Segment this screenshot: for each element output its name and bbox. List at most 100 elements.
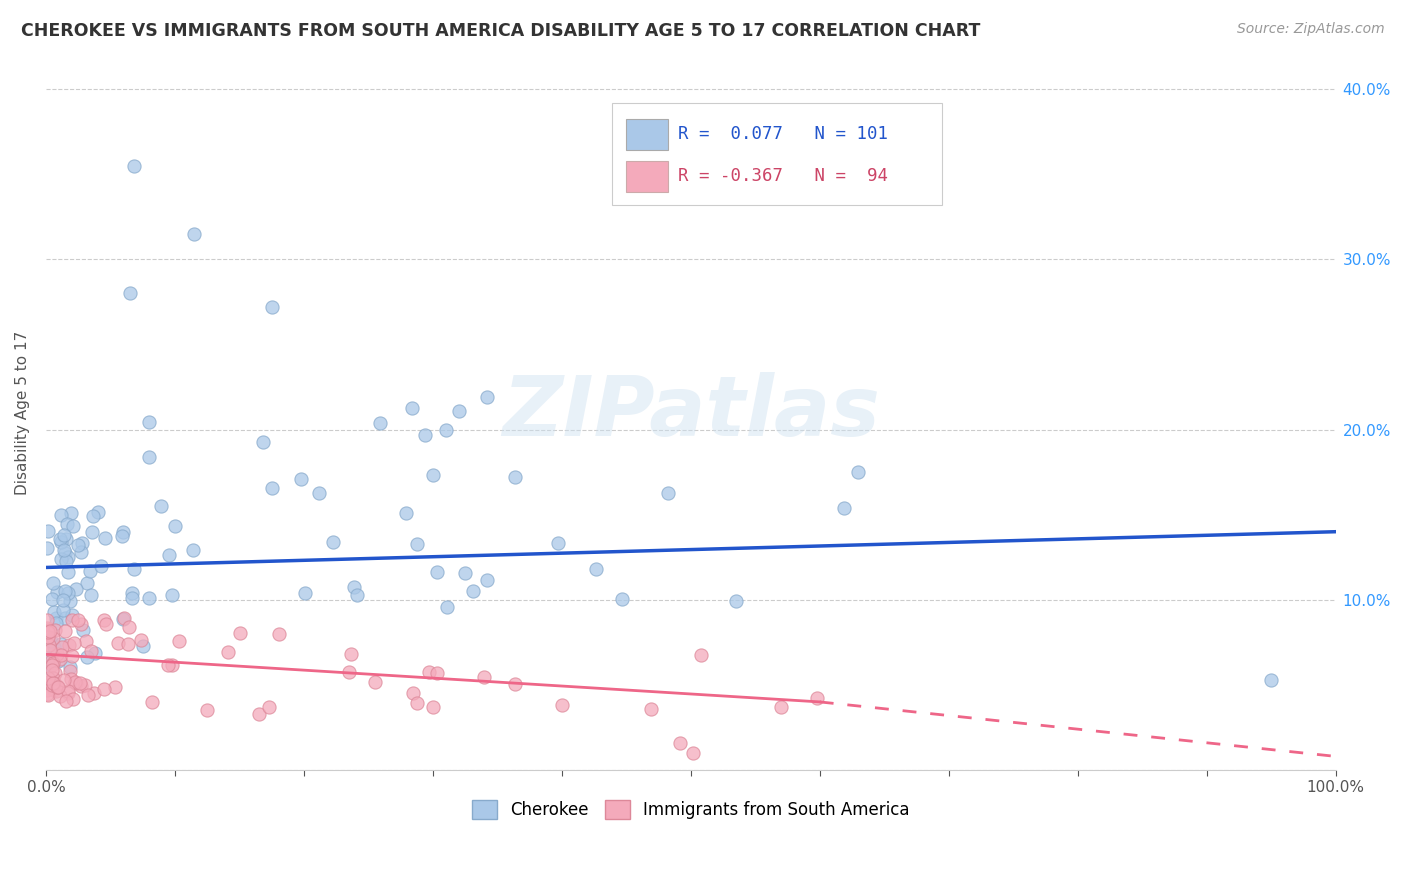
Point	[364, 675, 387, 690]
Point	[46, 681, 69, 695]
Point	[53, 546, 76, 560]
Point	[395, 506, 418, 520]
Point	[111, 529, 134, 543]
Point	[70, 535, 93, 549]
Point	[65, 582, 87, 597]
Point	[37, 630, 59, 644]
Point	[503, 677, 526, 691]
Point	[640, 702, 662, 716]
Point	[401, 401, 423, 415]
Point	[52, 603, 75, 617]
Point	[368, 416, 391, 430]
Point	[56, 586, 79, 600]
Text: CHEROKEE VS IMMIGRANTS FROM SOUTH AMERICA DISABILITY AGE 5 TO 17 CORRELATION CHA: CHEROKEE VS IMMIGRANTS FROM SOUTH AMERIC…	[21, 22, 980, 40]
Point	[53, 611, 76, 625]
Point	[69, 617, 91, 632]
Point	[112, 611, 135, 625]
Point	[59, 594, 82, 608]
Point	[53, 673, 76, 688]
Point	[770, 699, 793, 714]
Point	[406, 696, 429, 710]
Point	[55, 694, 77, 708]
Point	[45, 616, 67, 631]
Point	[55, 554, 77, 568]
Point	[181, 543, 204, 558]
Point	[422, 468, 444, 483]
Point	[59, 507, 82, 521]
Text: ZIPatlas: ZIPatlas	[502, 372, 880, 453]
Point	[290, 472, 312, 486]
Point	[118, 286, 141, 301]
Point	[42, 640, 65, 654]
Point	[157, 657, 180, 672]
Point	[49, 652, 72, 666]
Point	[138, 591, 160, 605]
Point	[46, 654, 69, 668]
Point	[45, 678, 67, 692]
Point	[62, 648, 84, 663]
Point	[58, 550, 80, 565]
Point	[45, 584, 67, 599]
Point	[150, 499, 173, 513]
Point	[585, 562, 607, 576]
Point	[76, 576, 98, 591]
Point	[294, 585, 316, 599]
Point	[45, 647, 67, 661]
Point	[49, 637, 72, 651]
Point	[163, 519, 186, 533]
Point	[551, 698, 574, 712]
Point	[76, 649, 98, 664]
Point	[49, 689, 72, 703]
Point	[167, 634, 190, 648]
Point	[38, 638, 60, 652]
Point	[37, 652, 59, 666]
Point	[52, 543, 75, 558]
Point	[37, 541, 59, 555]
Point	[257, 700, 280, 714]
Point	[45, 611, 67, 625]
Point	[848, 465, 870, 479]
Point	[80, 644, 103, 658]
Point	[69, 545, 91, 559]
Point	[69, 675, 91, 690]
Point	[343, 580, 366, 594]
Point	[503, 470, 526, 484]
Point	[38, 643, 60, 657]
Point	[477, 573, 499, 587]
Point	[56, 686, 79, 700]
Point	[55, 532, 77, 546]
Point	[49, 535, 72, 549]
Point	[46, 680, 69, 694]
Point	[401, 685, 423, 699]
Point	[260, 300, 283, 314]
Point	[42, 676, 65, 690]
Point	[63, 675, 86, 690]
Point	[434, 423, 457, 437]
Point	[42, 576, 65, 591]
Point	[58, 565, 80, 579]
Point	[82, 509, 104, 524]
Y-axis label: Disability Age 5 to 17: Disability Age 5 to 17	[15, 330, 30, 495]
Point	[247, 706, 270, 721]
Point	[67, 538, 90, 552]
Point	[37, 625, 59, 640]
Point	[62, 519, 84, 533]
Point	[195, 703, 218, 717]
Point	[117, 637, 139, 651]
Point	[1260, 673, 1282, 687]
Point	[689, 648, 711, 663]
Point	[87, 505, 110, 519]
Point	[426, 566, 449, 580]
Point	[51, 508, 73, 522]
Point	[160, 588, 183, 602]
Point	[65, 675, 87, 690]
Point	[418, 665, 440, 679]
Text: Source: ZipAtlas.com: Source: ZipAtlas.com	[1237, 22, 1385, 37]
Point	[472, 670, 495, 684]
Point	[49, 648, 72, 663]
Point	[80, 589, 103, 603]
Point	[112, 524, 135, 539]
Point	[682, 746, 704, 760]
Point	[475, 390, 498, 404]
Point	[547, 535, 569, 549]
